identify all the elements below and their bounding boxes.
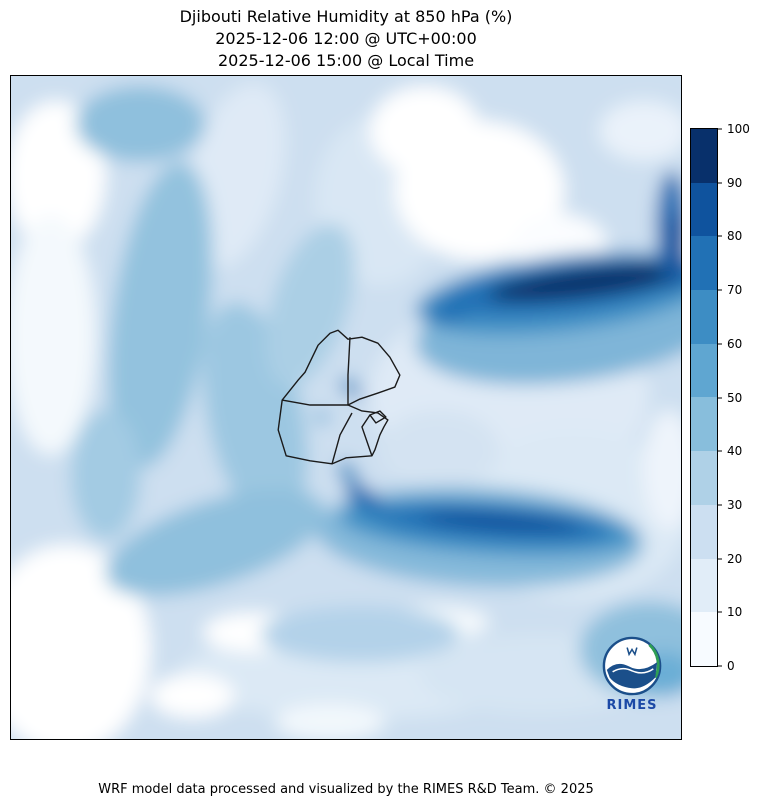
colorbar: 0 10 20 30 40 50 60 70 80 90 100: [690, 123, 750, 672]
colorbar-segment: [691, 182, 717, 237]
colorbar-segment: [691, 451, 717, 505]
rimes-logo-icon: [602, 636, 662, 696]
colorbar-tick-label: 10: [727, 605, 743, 620]
footer-caption: WRF model data processed and visualized …: [98, 782, 594, 797]
colorbar-segment: [691, 558, 717, 613]
colorbar-tick-mark: [718, 450, 722, 452]
colorbar-tick-label: 80: [727, 229, 743, 244]
humidity-contour-field: [11, 76, 681, 739]
colorbar-tick-mark: [718, 343, 722, 345]
colorbar-tick-mark: [718, 397, 722, 398]
colorbar-tick-label: 90: [727, 175, 743, 190]
chart-subtitle-local: 2025-12-06 15:00 @ Local Time: [217, 51, 475, 70]
colorbar-swatches: [691, 128, 717, 666]
rimes-logo: RIMES: [597, 635, 667, 713]
colorbar-tick-label: 60: [727, 336, 743, 351]
chart-subtitle-utc: 2025-12-06 12:00 @ UTC+00:00: [215, 29, 477, 48]
humidity-field-map: [11, 76, 681, 739]
colorbar-tick-mark: [718, 289, 722, 291]
colorbar-tick-mark: [718, 665, 722, 667]
colorbar-tick-mark: [718, 558, 722, 560]
colorbar-segment: [691, 343, 717, 398]
colorbar-tick-mark: [718, 128, 722, 130]
chart-title-block: Djibouti Relative Humidity at 850 hPa (%…: [0, 6, 692, 72]
colorbar-tick-label: 70: [727, 283, 743, 298]
colorbar-segment: [691, 397, 717, 452]
chart-title: Djibouti Relative Humidity at 850 hPa (%…: [179, 7, 513, 26]
colorbar-segment: [691, 128, 717, 183]
rimes-logo-label: RIMES: [606, 698, 658, 713]
colorbar-tick-mark: [718, 182, 722, 184]
colorbar-ticks: 0 10 20 30 40 50 60 70 80 90 100: [718, 123, 764, 672]
colorbar-segment: [691, 612, 717, 666]
colorbar-tick-label: 40: [727, 444, 743, 459]
colorbar-tick-label: 100: [727, 122, 750, 136]
colorbar-tick-label: 20: [727, 551, 743, 566]
colorbar-tick-mark: [718, 611, 722, 613]
colorbar-segment: [691, 290, 717, 344]
map-plot-area: RIMES: [10, 75, 682, 740]
colorbar-tick-label: 50: [727, 390, 743, 405]
colorbar-segment: [691, 236, 717, 291]
colorbar-tick-label: 30: [727, 497, 743, 512]
djibouti-boundary-overlay: [277, 329, 401, 465]
colorbar-tick-label: 0: [727, 659, 735, 673]
colorbar-tick-mark: [718, 504, 722, 506]
colorbar-segment: [691, 504, 717, 559]
colorbar-tick-mark: [718, 235, 722, 237]
